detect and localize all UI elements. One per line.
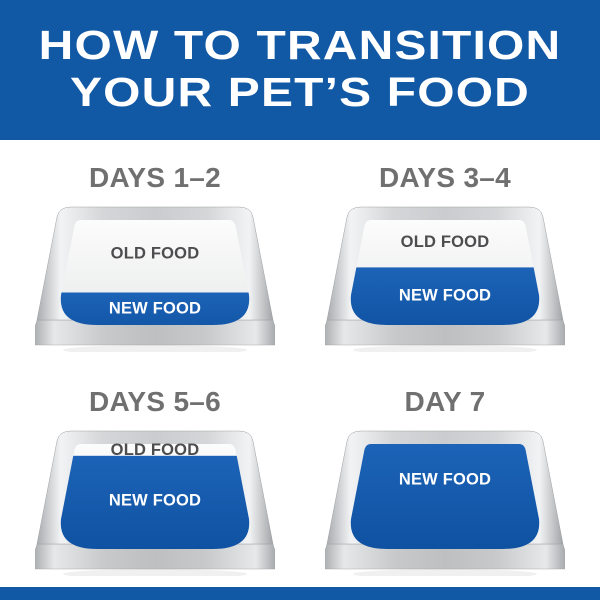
- svg-text:OLD FOOD: OLD FOOD: [111, 441, 200, 459]
- svg-text:OLD FOOD: OLD FOOD: [111, 245, 200, 263]
- svg-text:NEW FOOD: NEW FOOD: [109, 492, 201, 510]
- svg-text:NEW FOOD: NEW FOOD: [109, 300, 201, 318]
- svg-text:NEW FOOD: NEW FOOD: [399, 286, 491, 304]
- svg-text:NEW FOOD: NEW FOOD: [399, 470, 491, 488]
- svg-text:OLD FOOD: OLD FOOD: [401, 233, 490, 251]
